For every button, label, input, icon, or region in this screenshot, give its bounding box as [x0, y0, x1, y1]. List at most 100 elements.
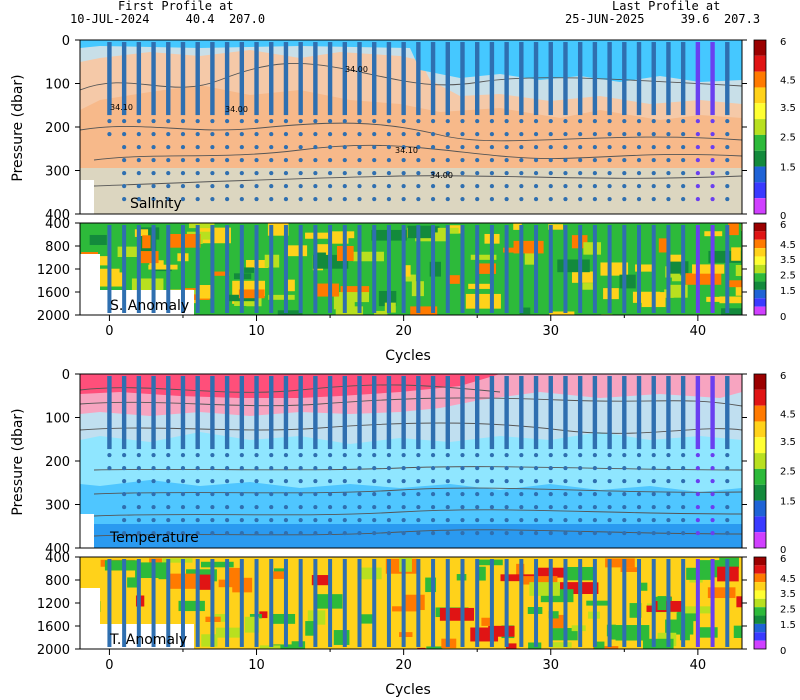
profile-sample	[636, 452, 642, 458]
profile-sample	[283, 183, 289, 189]
anomaly-patch	[259, 611, 268, 619]
profile-sample	[622, 131, 627, 137]
profile-sample	[430, 478, 436, 484]
profile-sample	[107, 118, 112, 124]
temperature-panel: 0 100 200 300 400 Temperature	[45, 368, 747, 557]
profile-sample	[269, 491, 274, 497]
profile-sample	[504, 478, 509, 484]
profile-sample	[283, 504, 289, 510]
profile-column	[357, 376, 362, 450]
profile-sample	[607, 170, 612, 176]
profile-sample	[622, 196, 627, 202]
profile-sample	[489, 144, 495, 150]
profile-sample	[695, 170, 700, 176]
profile-column	[695, 225, 700, 313]
profile-sample	[519, 530, 524, 536]
profile-sample	[254, 530, 259, 536]
profile-sample	[578, 478, 583, 484]
profile-sample	[681, 491, 686, 497]
anomaly-patch	[707, 587, 736, 599]
profile-sample	[519, 465, 524, 471]
profile-sample	[533, 452, 539, 458]
profile-column	[342, 225, 347, 313]
profile-sample	[592, 478, 597, 484]
colorbar-swatch	[754, 640, 766, 649]
profile-sample	[489, 118, 495, 124]
profile-sample	[283, 465, 289, 471]
profile-sample	[225, 491, 230, 497]
profile-column	[122, 225, 127, 313]
profile-sample	[725, 170, 730, 176]
anomaly-patch	[277, 310, 303, 315]
profile-column	[725, 376, 730, 450]
anomaly-patch	[465, 293, 501, 309]
last-profile-info: 25-JUN-2025 39.6 207.3	[565, 12, 760, 26]
profile-sample	[607, 504, 612, 510]
anomaly-patch	[215, 627, 243, 638]
profile-sample	[283, 170, 289, 176]
profile-sample	[607, 491, 612, 497]
profile-sample	[489, 196, 495, 202]
profile-sample	[636, 465, 642, 471]
anomaly-patch	[417, 647, 426, 649]
salinity-field	[80, 40, 742, 214]
profile-sample	[313, 504, 318, 510]
anomaly-patch	[200, 561, 234, 568]
profile-sample	[357, 196, 362, 202]
profile-sample	[519, 183, 524, 189]
temperature-field	[80, 374, 742, 548]
profile-column	[592, 376, 598, 450]
profile-sample	[725, 131, 730, 137]
anomaly-patch	[594, 641, 605, 649]
profile-sample	[269, 530, 274, 536]
colorbar-swatch	[754, 264, 766, 274]
profile-sample	[195, 465, 200, 471]
temperature-profiles	[107, 376, 730, 536]
profile-column	[107, 376, 112, 450]
profile-column	[475, 559, 480, 647]
profile-sample	[533, 183, 539, 189]
profile-column	[622, 376, 627, 450]
profile-sample	[445, 478, 450, 484]
profile-column	[563, 376, 568, 450]
profile-sample	[666, 196, 671, 202]
profile-column	[225, 225, 230, 313]
profile-sample	[651, 452, 656, 458]
profile-column	[166, 42, 171, 116]
profile-sample	[180, 118, 186, 124]
profile-sample	[430, 452, 436, 458]
profile-sample	[430, 157, 436, 163]
profile-sample	[327, 452, 333, 458]
colorbar-tick-label: 6	[780, 371, 786, 382]
profile-sample	[386, 183, 392, 189]
anomaly-patch	[399, 632, 413, 638]
profile-column	[210, 559, 215, 647]
profile-sample	[666, 131, 671, 137]
colorbar-swatch	[754, 71, 766, 88]
anomaly-patch	[657, 596, 667, 611]
profile-sample	[151, 170, 156, 176]
profile-sample	[636, 118, 642, 124]
profile-sample	[681, 118, 686, 124]
profile-sample	[460, 491, 465, 497]
profile-sample	[519, 517, 524, 523]
profile-sample	[607, 478, 612, 484]
profile-sample	[651, 530, 656, 536]
profile-sample	[195, 517, 200, 523]
profile-sample	[357, 504, 362, 510]
profile-sample	[475, 131, 480, 137]
anomaly-patch	[731, 247, 741, 261]
profile-sample	[519, 504, 524, 510]
profile-sample	[269, 465, 274, 471]
colorbar-tick-label: 2.5	[780, 271, 796, 282]
first-profile-info: 10-JUL-2024 40.4 207.0	[70, 12, 265, 26]
profile-sample	[239, 478, 244, 484]
profile-sample	[533, 504, 539, 510]
profile-column	[710, 42, 715, 116]
profile-sample	[372, 183, 377, 189]
profile-column	[489, 559, 494, 647]
profile-sample	[445, 504, 450, 510]
profile-sample	[489, 183, 495, 189]
profile-sample	[151, 144, 156, 150]
profile-sample	[386, 144, 392, 150]
